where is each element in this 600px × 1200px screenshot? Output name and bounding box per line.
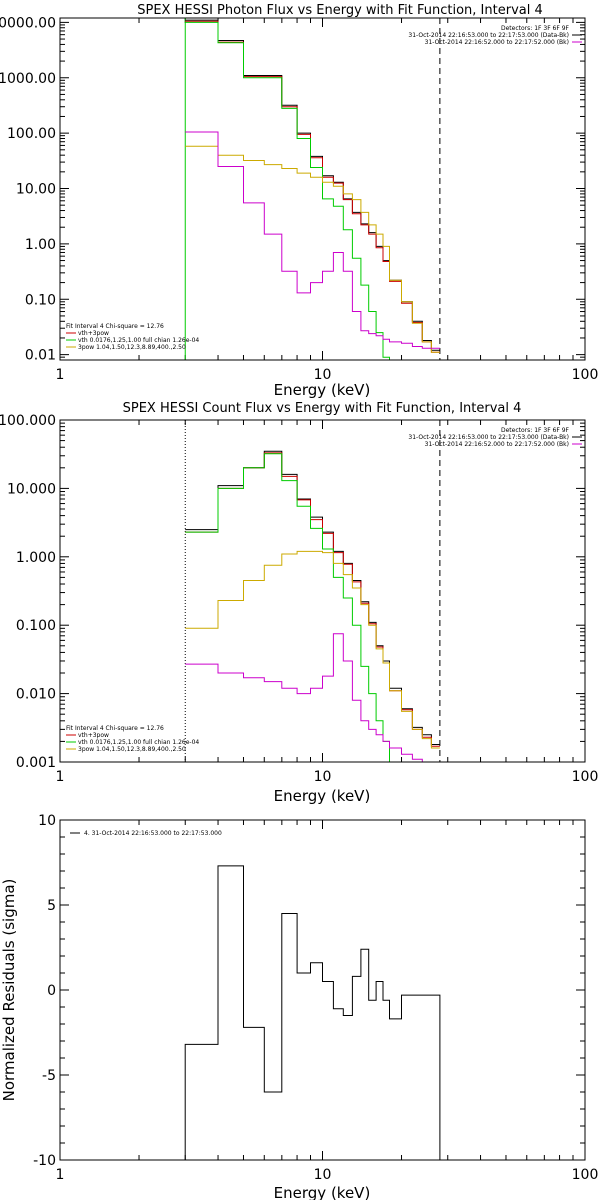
photon-y-tick-label: 1000.00 <box>0 71 56 87</box>
photon-y-tick-label: 0.01 <box>25 348 56 364</box>
residuals-x-axis-label: Energy (keV) <box>274 1184 371 1200</box>
count-legend-text: 31-Oct-2014 22:16:52.000 to 22:17:52.000… <box>425 441 569 448</box>
residuals-legend: 4. 31-Oct-2014 22:16:53.000 to 22:17:53.… <box>70 830 222 837</box>
count-y-tick-label: 10.000 <box>7 481 56 497</box>
residuals-axes-frame <box>59 819 586 1161</box>
residuals-tick-labels: 1 10 100 -10 -5 0 5 10 <box>33 813 598 1183</box>
count-y-tick-label: 0.001 <box>16 755 56 771</box>
photon-series-group <box>184 18 441 360</box>
photon-legend-text: 31-Oct-2014 22:16:52.000 to 22:17:52.000… <box>425 39 569 46</box>
residuals-y-tick-label: -5 <box>42 1068 56 1084</box>
photon-legend-text: vth+3pow <box>78 330 109 337</box>
count-plot-area <box>184 420 441 762</box>
residuals-y-tick-label: 0 <box>47 983 56 999</box>
photon-legend-text: Detectors: 1F 3F 6F 9F <box>501 25 570 32</box>
photon-flux-panel: SPEX HESSI Photon Flux vs Energy with Fi… <box>0 3 598 399</box>
photon-legend-text: 3pow 1.04,1.50,12.3,8.89,400.,2.50 <box>78 344 186 351</box>
photon-series-3pow <box>185 145 440 353</box>
count-series-3pow <box>185 550 440 749</box>
photon-y-tick-label: 0.10 <box>25 292 56 308</box>
count-chart-title: SPEX HESSI Count Flux vs Energy with Fit… <box>123 401 522 416</box>
count-legend-text: Detectors: 1F 3F 6F 9F <box>501 427 570 434</box>
count-axes-frame <box>59 419 586 763</box>
count-y-tick-label: 0.100 <box>16 618 56 634</box>
count-series-vth-3pow <box>185 452 440 747</box>
residuals-x-tick-label: 10 <box>314 1167 332 1183</box>
residuals-legend-text: 4. 31-Oct-2014 22:16:53.000 to 22:17:53.… <box>84 830 222 837</box>
count-x-axis-label: Energy (keV) <box>274 787 371 805</box>
residuals-series-residuals <box>184 865 441 1160</box>
photon-legend-text: 31-Oct-2014 22:16:53.000 to 22:17:53.000… <box>408 32 569 39</box>
residuals-series-group <box>184 865 441 1160</box>
photon-y-tick-label: 100.00 <box>7 126 56 142</box>
count-x-tick-label: 10 <box>314 769 332 785</box>
residuals-y-tick-label: -10 <box>33 1153 56 1169</box>
count-y-tick-label: 100.000 <box>0 413 56 429</box>
photon-plot-area <box>184 18 441 360</box>
residuals-plot-area <box>184 865 441 1160</box>
residuals-y-tick-label: 10 <box>38 813 56 829</box>
photon-x-tick-label: 10 <box>314 367 332 383</box>
count-x-tick-label: 100 <box>572 769 599 785</box>
residuals-x-tick-label: 100 <box>572 1167 599 1183</box>
photon-x-tick-label: 100 <box>572 367 599 383</box>
photon-y-tick-label: 1.00 <box>25 237 56 253</box>
count-legend-text: 3pow 1.04,1.50,12.3,8.89,400.,2.50 <box>78 746 186 753</box>
count-y-tick-label: 1.000 <box>16 550 56 566</box>
count-x-tick-label: 1 <box>56 769 65 785</box>
count-series-bk <box>185 633 440 762</box>
residuals-panel: 1 10 100 -10 -5 0 5 10 Energy (keV) Normalized … <box>0 813 598 1200</box>
count-legend-text: vth 0.0176,1.25,1.00 full chian 1.26e-04 <box>78 739 199 746</box>
residuals-y-axis-label: Normalized Residuals (sigma) <box>0 879 18 1102</box>
photon-chart-title: SPEX HESSI Photon Flux vs Energy with Fi… <box>137 3 543 18</box>
photon-legend-text: Fit Interval 4 Chi-square = 12.76 <box>66 323 164 330</box>
photon-series-vth-3pow <box>185 20 440 353</box>
photon-axes-frame <box>59 17 586 361</box>
count-y-tick-label: 0.010 <box>16 687 56 703</box>
photon-legend-text: vth 0.0176,1.25,1.00 full chian 1.26e-04 <box>78 337 199 344</box>
photon-tick-labels: 1 10 100 0.01 0.10 1.00 10.00 100.00 1000.00 1000… <box>0 15 598 383</box>
photon-x-axis-label: Energy (keV) <box>274 381 371 399</box>
count-tick-labels: 1 10 100 0.001 0.010 0.100 1.000 10.000 100.000 <box>0 413 598 785</box>
photon-series-bk <box>185 131 440 349</box>
count-series-vth <box>185 453 440 762</box>
photon-y-tick-label: 10000.00 <box>0 15 56 31</box>
count-flux-panel: SPEX HESSI Count Flux vs Energy with Fit… <box>0 401 598 805</box>
photon-series-vth <box>185 21 440 360</box>
count-legend-text: vth+3pow <box>78 732 109 739</box>
count-series-group <box>184 420 441 762</box>
count-legend-text: 31-Oct-2014 22:16:53.000 to 22:17:53.000… <box>408 434 569 441</box>
residuals-y-tick-label: 5 <box>47 898 56 914</box>
photon-y-tick-label: 10.00 <box>16 182 56 198</box>
residuals-x-tick-label: 1 <box>56 1167 65 1183</box>
photon-x-tick-label: 1 <box>56 367 65 383</box>
count-legend-text: Fit Interval 4 Chi-square = 12.76 <box>66 725 164 732</box>
